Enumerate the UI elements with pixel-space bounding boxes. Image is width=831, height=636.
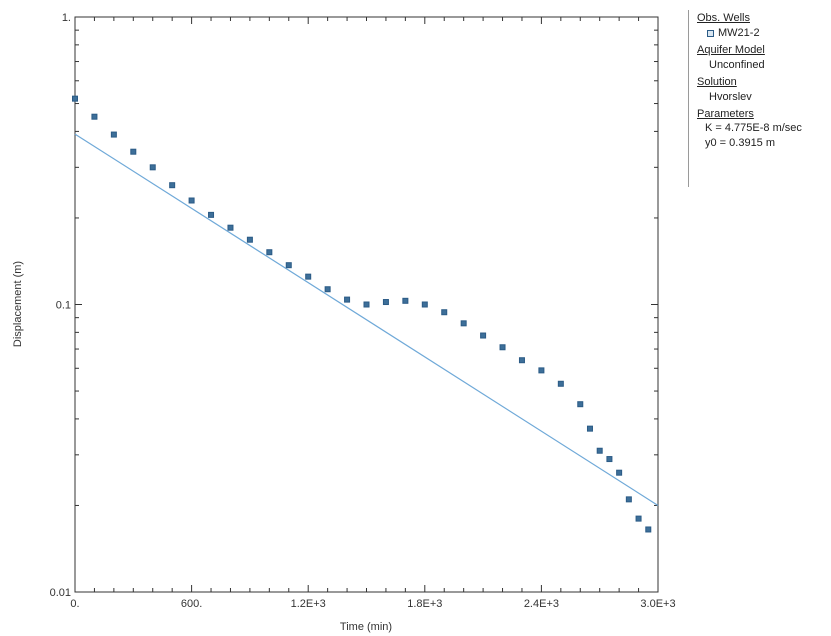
data-point: [344, 296, 351, 303]
data-point: [305, 273, 312, 280]
data-point: [285, 262, 292, 269]
x-tick-label: 1.8E+3: [407, 598, 442, 610]
data-point: [227, 224, 234, 231]
x-tick-label: 0.: [70, 598, 79, 610]
data-point: [91, 113, 98, 120]
data-point: [586, 425, 593, 432]
data-point: [130, 148, 137, 155]
data-point: [169, 182, 176, 189]
data-point: [246, 236, 253, 243]
fitted-line: [74, 133, 659, 506]
data-point: [635, 515, 642, 522]
legend-aquifer-model-value: Unconfined: [709, 59, 765, 71]
legend-solution-heading: Solution: [697, 76, 737, 88]
y-tick-label: 0.01: [50, 587, 71, 599]
y-ticks: 0.01 0.1 1.: [50, 12, 658, 599]
data-point: [460, 320, 467, 327]
legend-param-y0: y0 = 0.3915 m: [705, 137, 776, 149]
data-point: [421, 301, 428, 308]
x-tick-label: 2.4E+3: [524, 598, 559, 610]
data-point: [577, 401, 584, 408]
fit-layer: [74, 133, 659, 506]
x-tick-label: 3.0E+3: [640, 598, 675, 610]
legend-obs-wells-heading: Obs. Wells: [697, 12, 750, 24]
data-point: [188, 197, 195, 204]
data-point: [110, 131, 117, 138]
data-point: [499, 344, 506, 351]
x-tick-label: 600.: [181, 598, 202, 610]
square-marker-icon: [707, 29, 714, 37]
legend-obs-well-name: MW21-2: [718, 27, 760, 39]
legend-panel: Obs. Wells MW21-2 Aquifer Model Unconfin…: [688, 10, 830, 187]
data-point: [538, 367, 545, 374]
data-point: [480, 332, 487, 339]
data-point: [72, 95, 78, 102]
legend-aquifer-model-heading: Aquifer Model: [697, 44, 765, 56]
data-point: [208, 211, 215, 218]
x-axis-title: Time (min): [340, 621, 392, 633]
chart-area: 0. 600. 1.2E+3 1.8E+3 2.4E+3 3.0E+3 0.01 0.1 1.…: [12, 12, 676, 633]
data-point: [557, 380, 564, 387]
data-point: [616, 469, 623, 476]
data-point: [645, 526, 652, 533]
y-tick-label: 0.1: [56, 300, 71, 312]
y-tick-label: 1.: [62, 12, 71, 24]
y-axis-title: Displacement (m): [12, 261, 24, 347]
data-point: [596, 447, 603, 454]
minor-ticks: [75, 17, 658, 592]
data-point: [149, 164, 156, 171]
data-point: [266, 249, 273, 256]
data-point: [402, 297, 409, 304]
data-point: [363, 301, 370, 308]
data-point: [324, 286, 331, 293]
legend-solution-value: Hvorslev: [709, 91, 752, 103]
data-point: [382, 299, 389, 306]
legend-param-k: K = 4.775E-8 m/sec: [705, 122, 802, 134]
data-point: [625, 496, 632, 503]
data-point: [606, 456, 613, 463]
x-ticks: 0. 600. 1.2E+3 1.8E+3 2.4E+3 3.0E+3: [70, 17, 676, 610]
x-tick-label: 1.2E+3: [291, 598, 326, 610]
observed-points: [72, 95, 652, 533]
data-point: [518, 357, 525, 364]
legend-obs-well-entry: MW21-2: [707, 27, 830, 39]
legend-parameters-heading: Parameters: [697, 108, 754, 120]
data-point: [441, 309, 448, 316]
